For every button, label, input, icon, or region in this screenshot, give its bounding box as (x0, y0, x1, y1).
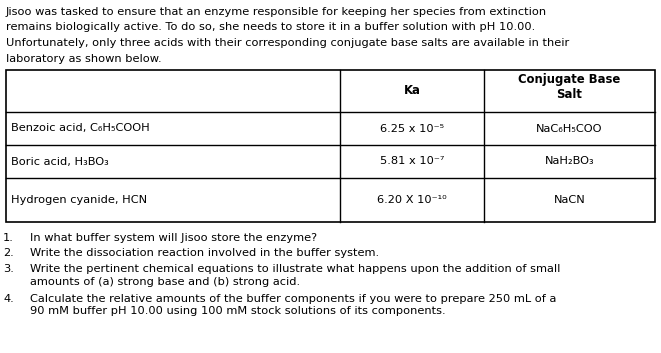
Text: NaC₆H₅COO: NaC₆H₅COO (536, 124, 603, 133)
Text: Hydrogen cyanide, HCN: Hydrogen cyanide, HCN (11, 195, 147, 205)
Text: Benzoic acid, C₆H₅COOH: Benzoic acid, C₆H₅COOH (11, 124, 150, 133)
Text: Write the dissociation reaction involved in the buffer system.: Write the dissociation reaction involved… (30, 249, 379, 258)
Text: 2.: 2. (3, 249, 14, 258)
Text: 6.25 x 10⁻⁵: 6.25 x 10⁻⁵ (380, 124, 444, 133)
Text: amounts of (a) strong base and (b) strong acid.: amounts of (a) strong base and (b) stron… (30, 277, 300, 287)
Text: Ka: Ka (404, 84, 420, 97)
Text: remains biologically active. To do so, she needs to store it in a buffer solutio: remains biologically active. To do so, s… (6, 23, 535, 32)
Text: In what buffer system will Jisoo store the enzyme?: In what buffer system will Jisoo store t… (30, 233, 317, 243)
Text: 3.: 3. (3, 264, 14, 274)
Text: Jisoo was tasked to ensure that an enzyme responsible for keeping her species fr: Jisoo was tasked to ensure that an enzym… (6, 7, 547, 17)
Text: 6.20 X 10⁻¹⁰: 6.20 X 10⁻¹⁰ (377, 195, 447, 205)
Text: Conjugate Base
Salt: Conjugate Base Salt (518, 72, 621, 102)
Text: Write the pertinent chemical equations to illustrate what happens upon the addit: Write the pertinent chemical equations t… (30, 264, 561, 274)
Text: Boric acid, H₃BO₃: Boric acid, H₃BO₃ (11, 156, 109, 167)
Text: 90 mM buffer pH 10.00 using 100 mM stock solutions of its components.: 90 mM buffer pH 10.00 using 100 mM stock… (30, 306, 446, 317)
Text: NaH₂BO₃: NaH₂BO₃ (545, 156, 594, 167)
Text: NaCN: NaCN (554, 195, 586, 205)
Text: 5.81 x 10⁻⁷: 5.81 x 10⁻⁷ (380, 156, 444, 167)
Bar (6, 70, 655, 222)
Text: Unfortunately, only three acids with their corresponding conjugate base salts ar: Unfortunately, only three acids with the… (6, 38, 569, 48)
Text: laboratory as shown below.: laboratory as shown below. (6, 54, 162, 64)
Text: 1.: 1. (3, 233, 14, 243)
Text: Calculate the relative amounts of the buffer components if you were to prepare 2: Calculate the relative amounts of the bu… (30, 293, 557, 304)
Text: 4.: 4. (3, 293, 14, 304)
